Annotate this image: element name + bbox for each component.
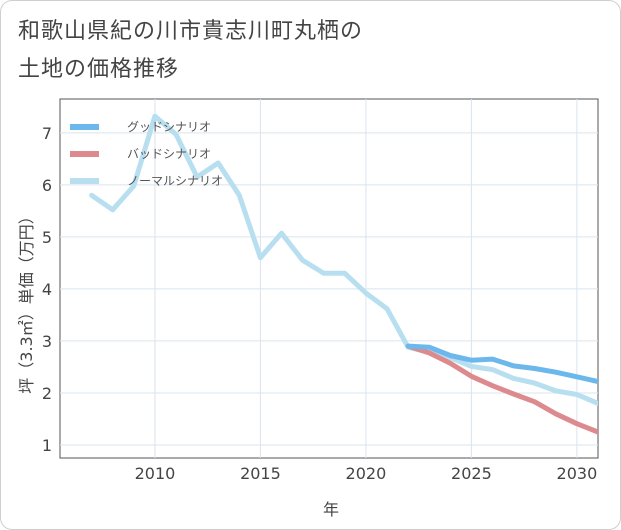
y-tick-label: 7 [42, 124, 52, 143]
grid [60, 99, 598, 458]
x-tick-label: 2015 [240, 464, 281, 483]
axis-ticks: 2010 2015 2020 2025 2030 1 2 3 4 5 6 7 [42, 124, 597, 483]
y-axis-label: 坪（3.3㎡）単価（万円） [17, 208, 36, 393]
legend-label: バッドシナリオ [127, 147, 211, 161]
x-axis-label: 年 [323, 500, 339, 519]
legend-label: グッドシナリオ [127, 120, 211, 134]
x-tick-label: 2020 [346, 464, 387, 483]
chart-title-line-1: 和歌山県紀の川市貴志川町丸栖の [18, 19, 364, 44]
y-tick-label: 4 [42, 280, 52, 299]
y-tick-label: 1 [42, 436, 52, 455]
y-tick-label: 5 [42, 228, 52, 247]
y-tick-label: 6 [42, 176, 52, 195]
series-layer [89, 113, 598, 435]
series-line-0 [405, 343, 598, 384]
series-line-1 [405, 343, 598, 435]
chart-title-line-2: 土地の価格推移 [18, 57, 180, 82]
chart-title: 和歌山県紀の川市貴志川町丸栖の 土地の価格推移 [18, 13, 578, 89]
x-tick-label: 2010 [135, 464, 176, 483]
plot-area [59, 98, 599, 459]
y-tick-label: 3 [42, 332, 52, 351]
x-tick-label: 2030 [557, 464, 598, 483]
legend-label: ノーマルシナリオ [127, 174, 223, 188]
y-tick-label: 2 [42, 384, 52, 403]
series-line-2 [89, 113, 598, 406]
x-tick-label: 2025 [451, 464, 492, 483]
